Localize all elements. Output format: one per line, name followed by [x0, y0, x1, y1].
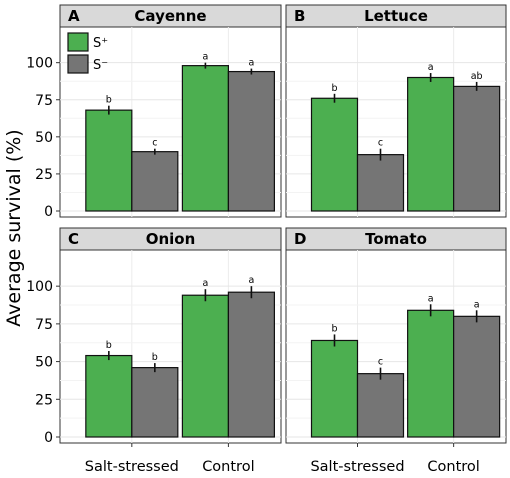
significance-label: b [331, 83, 337, 94]
y-tick-label: 75 [35, 317, 53, 333]
bar [85, 109, 133, 212]
panel-title: Cayenne [134, 7, 206, 25]
significance-label: a [248, 275, 254, 286]
bar [227, 291, 276, 438]
significance-label: b [152, 352, 158, 363]
significance-label: b [106, 340, 112, 351]
panel-letter: D [294, 230, 306, 248]
bar [310, 339, 359, 438]
panel-B: B Lettuce b c a ab [285, 4, 507, 218]
significance-label: b [106, 95, 112, 106]
bar [181, 65, 230, 212]
bar [356, 154, 405, 212]
y-axis-label: Average survival (%) [3, 129, 25, 326]
panel-title: Tomato [365, 230, 427, 248]
significance-label: a [428, 62, 434, 73]
bar [181, 294, 230, 438]
y-tick-label: 50 [35, 130, 53, 146]
y-tick-label: 75 [35, 93, 53, 109]
legend-label: S⁺ [93, 36, 108, 51]
legend-key [67, 54, 89, 74]
bar [85, 354, 133, 438]
x-tick-label: Control [427, 459, 479, 475]
y-tick-label: 100 [26, 279, 53, 295]
significance-label: a [248, 58, 254, 69]
significance-label: ab [471, 71, 483, 82]
significance-label: c [152, 138, 157, 149]
legend-key [67, 32, 89, 52]
panel-letter: B [294, 7, 305, 25]
bar [453, 85, 501, 212]
panel-A: A Cayenne 0 25 50 75 100 b c a a [26, 4, 282, 220]
bar [453, 315, 501, 438]
significance-label: c [378, 357, 383, 368]
panel-D: D Tomato b c Salt-stressed a a Control [285, 227, 507, 475]
y-tick-label: 25 [35, 167, 53, 183]
bar [131, 151, 179, 212]
y-tick-label: 0 [44, 204, 53, 220]
bar [407, 309, 455, 438]
y-tick-label: 25 [35, 392, 53, 408]
panel-C: C Onion 0 25 50 75 100 b b Salt-stressed a a Control [26, 227, 282, 475]
panel-letter: C [68, 230, 79, 248]
bar [310, 97, 359, 212]
significance-label: a [428, 293, 434, 304]
bar [227, 70, 276, 212]
panel-title: Onion [146, 230, 196, 248]
significance-label: a [202, 52, 208, 63]
panel-title: Lettuce [364, 7, 428, 25]
panel-letter: A [68, 7, 80, 25]
x-tick-label: Control [202, 459, 254, 475]
x-tick-label: Salt-stressed [310, 459, 404, 475]
legend-label: S⁻ [93, 58, 108, 73]
y-tick-label: 100 [26, 56, 53, 72]
legend: S⁺ S⁻ [67, 32, 108, 74]
x-tick-label: Salt-stressed [85, 459, 179, 475]
significance-label: c [378, 138, 383, 149]
significance-label: b [331, 323, 337, 334]
bar [131, 367, 179, 438]
significance-label: a [202, 278, 208, 289]
y-tick-label: 0 [44, 430, 53, 446]
bar [356, 373, 405, 438]
significance-label: a [474, 299, 480, 310]
y-tick-label: 50 [35, 355, 53, 371]
bar [407, 76, 455, 212]
